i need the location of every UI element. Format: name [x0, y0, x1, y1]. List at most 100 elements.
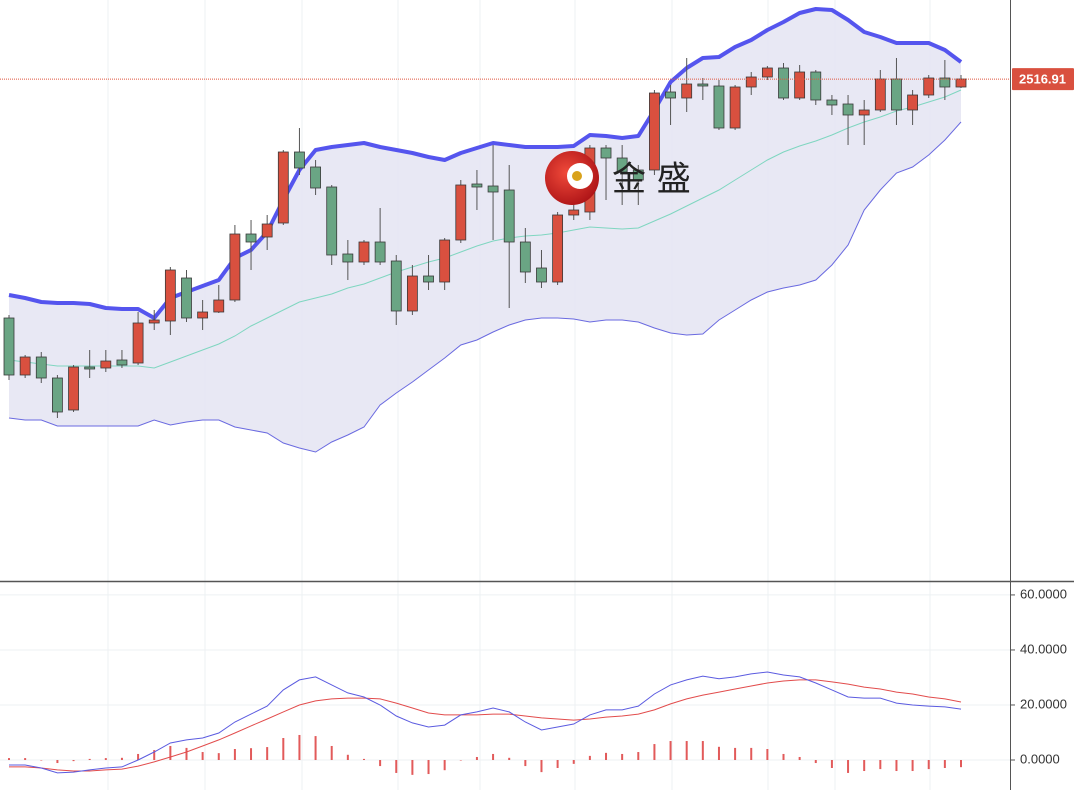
histogram-bar: [217, 753, 220, 761]
candle-body: [761, 67, 773, 78]
candle-body: [907, 94, 918, 111]
candle-body: [568, 209, 580, 216]
candle-body: [471, 183, 483, 188]
signal-line: [9, 679, 962, 772]
histogram-bar: [685, 741, 688, 761]
histogram-bar: [927, 760, 930, 770]
candle-body: [197, 311, 209, 319]
candle-body: [19, 356, 31, 376]
histogram-bar: [782, 753, 785, 761]
candle-body: [245, 233, 257, 243]
histogram-bar: [750, 747, 753, 761]
candle-body: [745, 76, 757, 88]
candle-body: [826, 99, 838, 106]
histogram-bar: [621, 753, 624, 761]
candle-body: [310, 166, 321, 189]
candle-body: [374, 241, 386, 263]
lower-band: [8, 121, 962, 453]
histogram-bar: [314, 736, 317, 761]
candle-body: [423, 275, 434, 283]
candle-body: [649, 92, 660, 171]
histogram-bar: [766, 749, 769, 761]
candle-body: [874, 78, 886, 111]
histogram-bar: [960, 760, 962, 768]
histogram-bar: [443, 760, 446, 771]
histogram-bar: [169, 745, 172, 761]
middle-band: [8, 89, 962, 369]
histogram-bar: [201, 752, 204, 761]
histogram-bar: [637, 752, 640, 761]
candle-body: [148, 319, 160, 324]
histogram-bar: [137, 753, 140, 761]
candle-body: [229, 233, 241, 301]
histogram-bar: [330, 745, 333, 761]
histogram-bar: [395, 760, 398, 773]
histogram-bar: [911, 760, 914, 772]
candle-body: [213, 299, 225, 313]
histogram-bar: [250, 748, 253, 761]
candle-body: [729, 86, 741, 129]
candle-body: [616, 157, 628, 173]
candle-body: [794, 71, 806, 99]
candle-body: [358, 241, 370, 263]
histogram-bar: [524, 760, 527, 767]
price-pane: [0, 7, 1010, 453]
histogram-bar: [120, 757, 123, 761]
histogram-bar: [556, 760, 559, 768]
macd-pane: [0, 594, 1010, 775]
histogram-bar: [233, 749, 236, 761]
histogram-bar: [266, 747, 269, 761]
y-tick-label: 20.0000: [1020, 696, 1067, 711]
candle-body: [277, 151, 289, 224]
y-tick-label: 40.0000: [1020, 641, 1067, 656]
candle-body: [536, 267, 547, 283]
histogram-bar: [40, 760, 43, 761]
histogram-bar: [459, 760, 462, 761]
histogram-bar: [540, 760, 543, 773]
histogram-bar: [282, 738, 285, 761]
candle-body: [181, 277, 192, 319]
histogram-bar: [346, 754, 349, 761]
candle-body: [261, 223, 273, 238]
y-tick-label: 60.0000: [1020, 586, 1067, 601]
histogram-bar: [8, 758, 10, 761]
candle-body: [52, 377, 63, 413]
candle-body: [778, 67, 789, 99]
histogram-bar: [88, 758, 91, 761]
candle-body: [164, 269, 176, 322]
histogram-bar: [475, 756, 478, 761]
candle-body: [858, 109, 870, 116]
candle-body: [3, 317, 15, 376]
candle-body: [68, 366, 79, 411]
histogram-bar: [863, 760, 866, 772]
candle-body: [939, 77, 951, 88]
histogram-bar: [588, 755, 591, 761]
candle-body: [842, 103, 854, 116]
histogram-bar: [379, 760, 382, 767]
candle-body: [632, 169, 644, 181]
candle-body: [294, 151, 305, 169]
candle-body: [697, 83, 709, 87]
candle-body: [665, 91, 676, 99]
candle-body: [891, 78, 902, 111]
histogram-bar: [508, 757, 511, 761]
histogram-bar: [798, 756, 801, 761]
candle-body: [132, 322, 144, 364]
candle-body: [342, 253, 354, 263]
last-price-box: [1012, 68, 1074, 91]
watermark: 金 盛: [545, 151, 691, 205]
candle-body: [487, 185, 499, 193]
candle-body: [600, 147, 612, 159]
y-tick-label: 0.0000: [1020, 751, 1060, 766]
candle-body: [406, 275, 418, 312]
histogram-bar: [24, 758, 27, 761]
histogram-bar: [185, 747, 188, 761]
histogram-bar: [153, 750, 156, 761]
histogram-bar: [72, 760, 75, 762]
histogram-bar: [427, 760, 430, 775]
histogram-bar: [895, 760, 898, 772]
histogram-bar: [572, 760, 575, 764]
candle-body: [326, 186, 338, 256]
axis-labels: 2516.91 60.0000 40.0000 20.0000 0.0000: [1010, 68, 1074, 766]
